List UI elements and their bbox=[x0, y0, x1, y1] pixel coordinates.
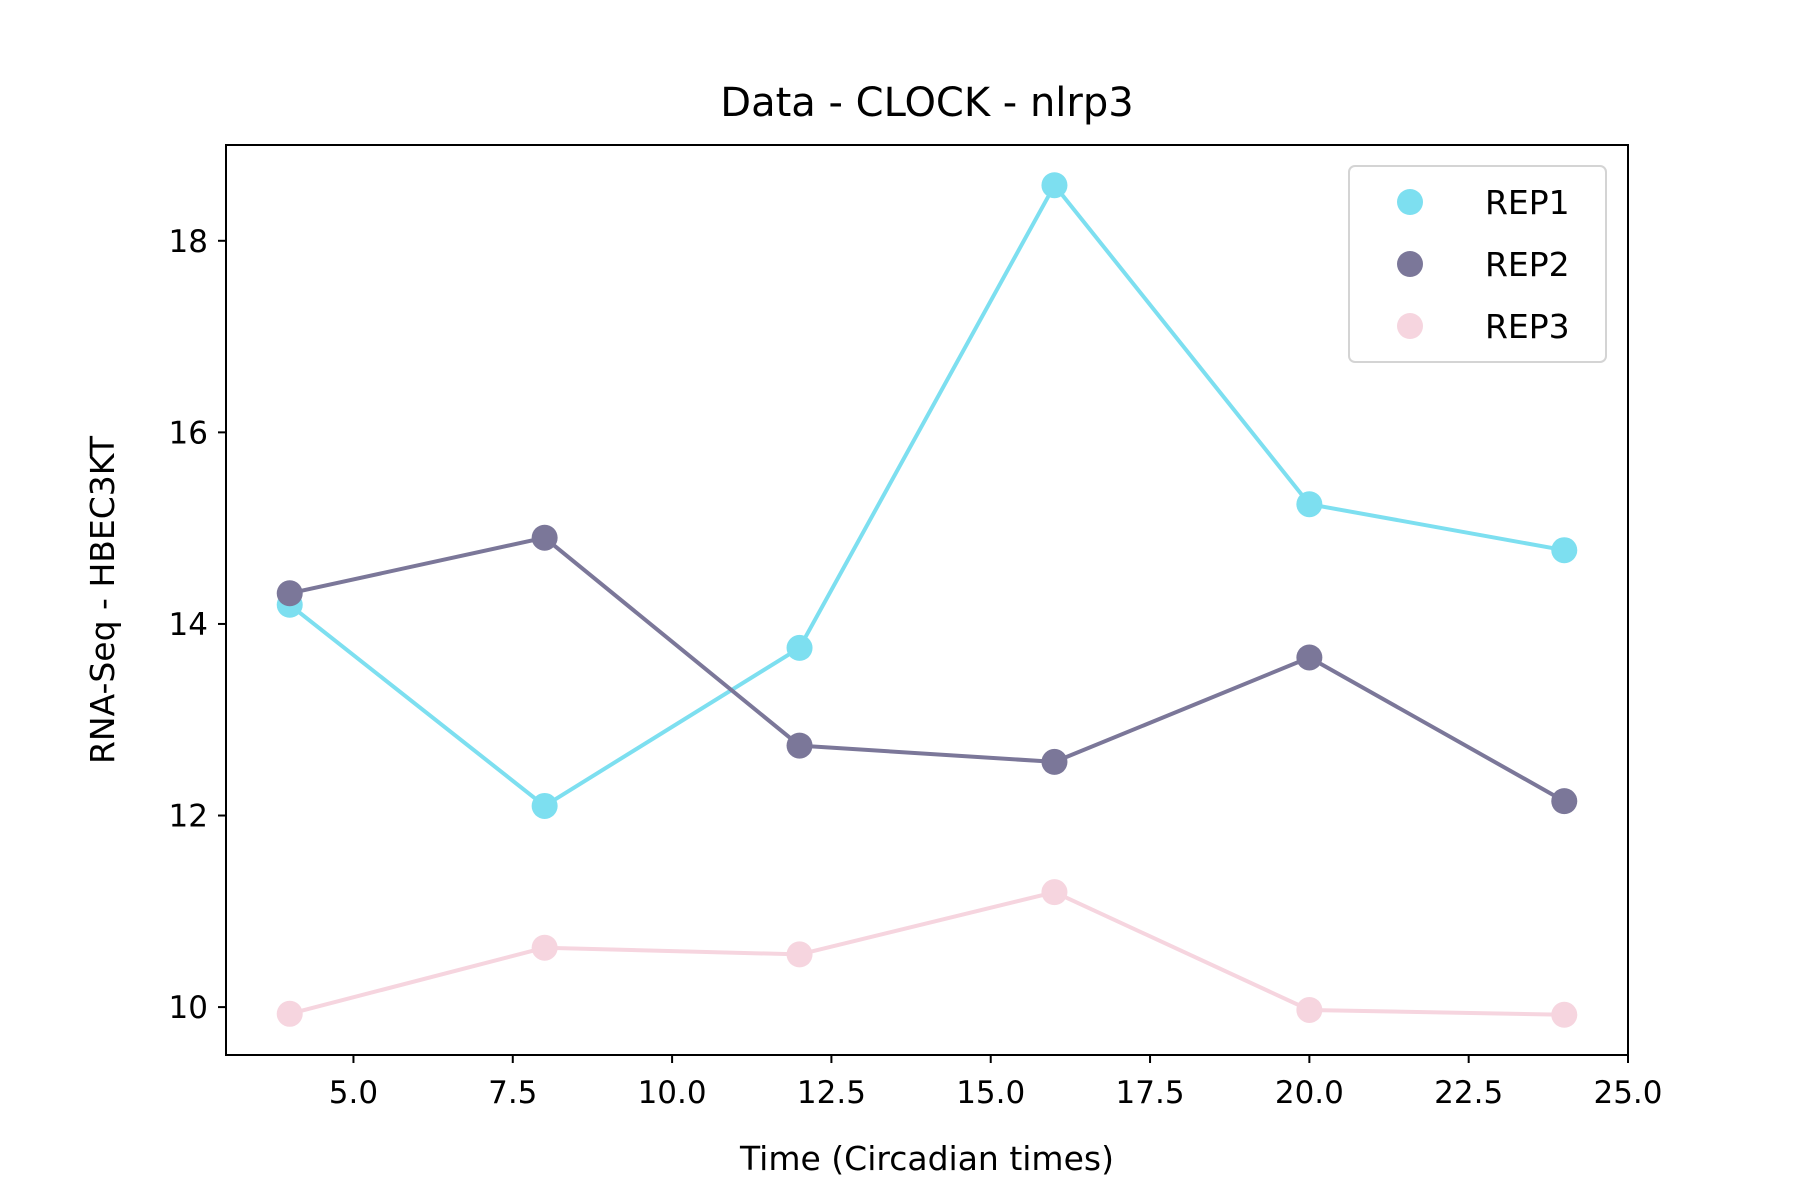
x-tick-label: 25.0 bbox=[1593, 1075, 1662, 1111]
y-axis: 10 12 14 16 18 bbox=[169, 224, 226, 1026]
x-axis: 5.0 7.5 10.0 12.5 15.0 17.5 20.0 22.5 25.0 bbox=[329, 1055, 1663, 1111]
series-line-rep1 bbox=[288, 183, 1565, 808]
legend-marker-rep3 bbox=[1397, 313, 1423, 339]
data-point-rep1 bbox=[1296, 491, 1323, 518]
data-point-rep3 bbox=[531, 934, 558, 961]
x-tick-label: 5.0 bbox=[329, 1075, 378, 1111]
data-point-rep3 bbox=[786, 941, 813, 968]
legend-marker-rep2 bbox=[1397, 251, 1423, 277]
data-point-rep2 bbox=[276, 580, 303, 607]
x-tick-label: 17.5 bbox=[1116, 1075, 1185, 1111]
y-tick-label: 12 bbox=[169, 799, 208, 835]
data-point-rep2 bbox=[786, 732, 813, 759]
y-tick-label: 10 bbox=[169, 990, 208, 1026]
x-tick-label: 10.0 bbox=[638, 1075, 707, 1111]
data-point-rep3 bbox=[276, 1000, 303, 1027]
y-tick-label: 18 bbox=[169, 224, 208, 260]
series-rep2 bbox=[276, 524, 1578, 815]
chart-title: Data - CLOCK - nlrp3 bbox=[720, 80, 1133, 126]
data-point-rep3 bbox=[1551, 1001, 1578, 1028]
data-point-rep2 bbox=[1296, 644, 1323, 671]
data-point-rep2 bbox=[531, 524, 558, 551]
data-point-rep2 bbox=[1551, 788, 1578, 815]
data-point-rep1 bbox=[531, 792, 558, 819]
series-rep3 bbox=[276, 879, 1578, 1028]
legend-label-rep1: REP1 bbox=[1485, 183, 1570, 222]
y-tick-label: 16 bbox=[169, 415, 208, 451]
legend-frame bbox=[1348, 165, 1607, 363]
y-axis-title: RNA-Seq - HBEC3KT bbox=[83, 435, 122, 764]
legend-marker-rep1 bbox=[1397, 189, 1423, 215]
data-point-rep1 bbox=[1551, 537, 1578, 564]
x-tick-label: 12.5 bbox=[797, 1075, 866, 1111]
data-point-rep1 bbox=[1041, 172, 1068, 199]
x-tick-label: 22.5 bbox=[1434, 1075, 1503, 1111]
legend: REP1 REP2 REP3 bbox=[1348, 165, 1607, 363]
series-line-rep2 bbox=[289, 535, 1566, 803]
data-point-rep3 bbox=[1296, 996, 1323, 1023]
data-point-rep1 bbox=[786, 634, 813, 661]
series-rep1 bbox=[276, 172, 1578, 819]
x-tick-label: 15.0 bbox=[956, 1075, 1025, 1111]
plot-area-frame bbox=[225, 144, 1629, 1056]
legend-label-rep3: REP3 bbox=[1485, 307, 1570, 346]
x-axis-title: Time (Circadian times) bbox=[739, 1139, 1114, 1178]
x-tick-label: 20.0 bbox=[1275, 1075, 1344, 1111]
x-tick-label: 7.5 bbox=[488, 1075, 537, 1111]
y-tick-label: 14 bbox=[169, 607, 208, 643]
legend-label-rep2: REP2 bbox=[1485, 245, 1570, 284]
data-point-rep2 bbox=[1041, 748, 1068, 775]
data-point-rep3 bbox=[1041, 879, 1068, 906]
series-line-rep3 bbox=[289, 890, 1565, 1017]
